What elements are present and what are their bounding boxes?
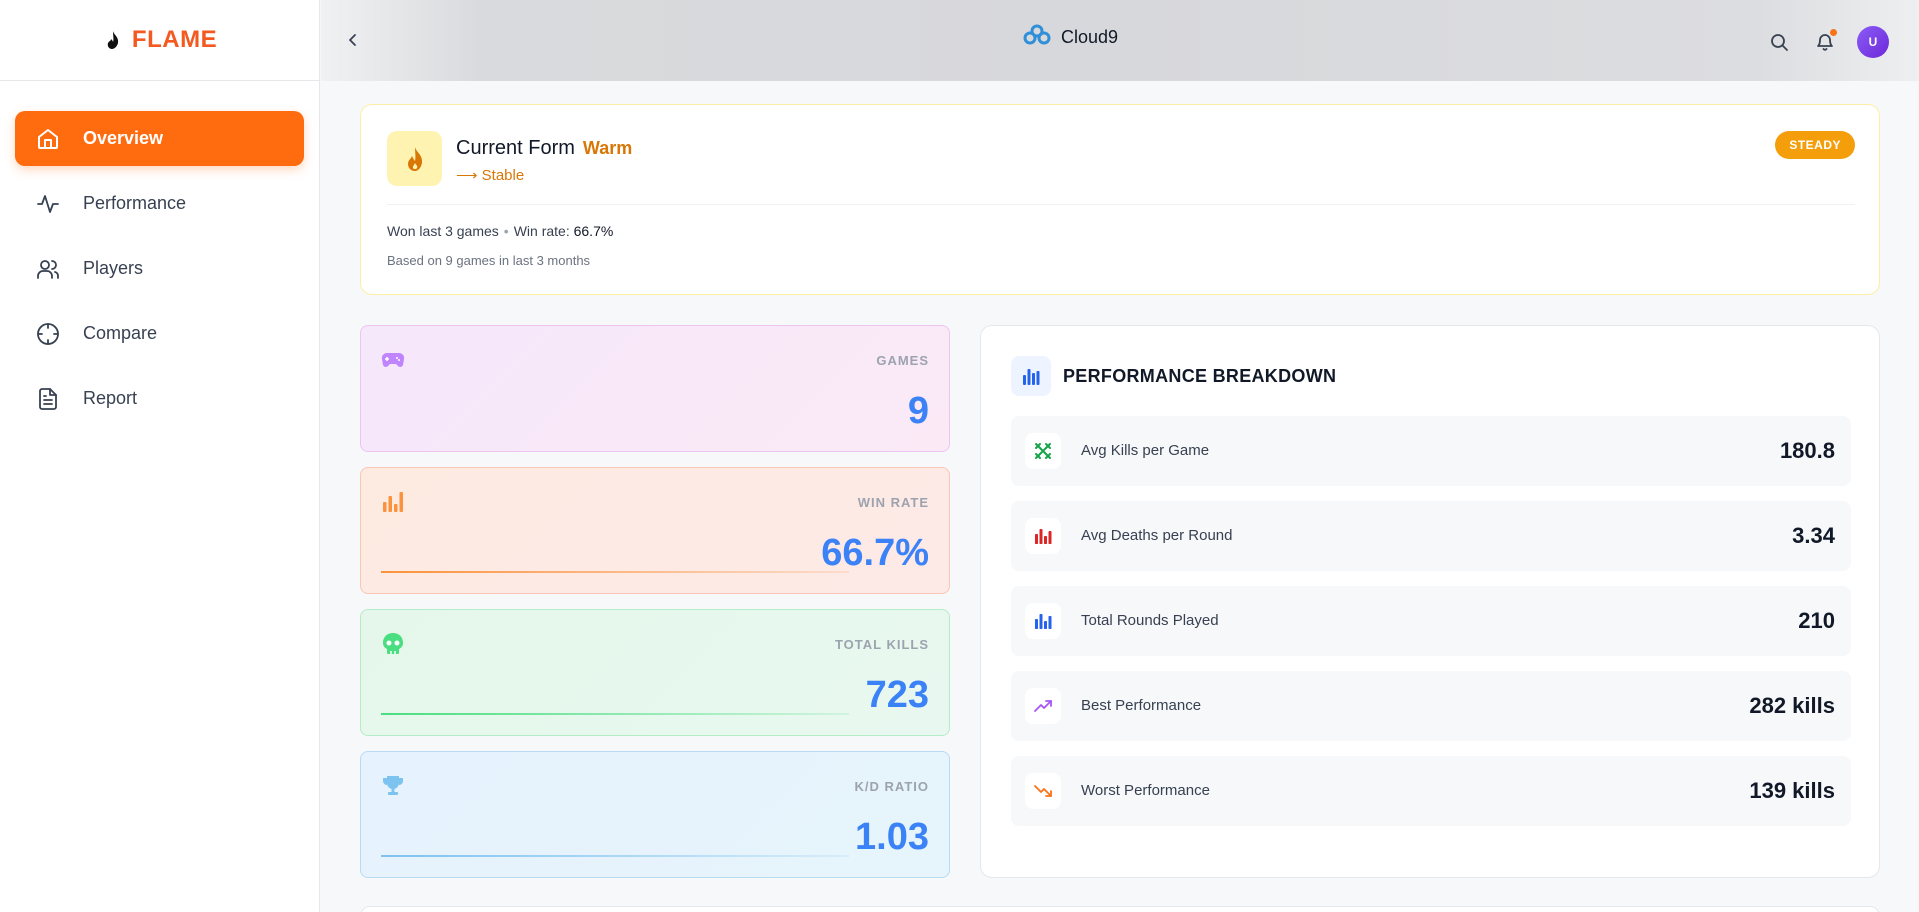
home-icon — [35, 126, 61, 152]
form-win-rate-value: 66.7% — [573, 223, 614, 239]
accent-line — [381, 855, 849, 857]
status-badge: STEADY — [1775, 131, 1855, 159]
breakdown-row-best-performance: Best Performance 282 kills — [1011, 671, 1851, 741]
stat-label: WIN RATE — [857, 495, 929, 510]
form-win-rate-label: Win rate: — [513, 223, 570, 239]
bar-chart-icon — [381, 490, 405, 514]
breakdown-label: Total Rounds Played — [1081, 612, 1219, 629]
bar-chart-icon — [1011, 356, 1051, 396]
bar-chart-icon — [1025, 603, 1061, 639]
breakdown-value: 139 kills — [1749, 778, 1835, 803]
brand-logo[interactable]: FLAME — [0, 0, 319, 81]
chevron-left-icon — [349, 34, 356, 46]
cloud9-logo-icon — [1021, 24, 1053, 51]
breakdown-row-avg-kills: Avg Kills per Game 180.8 — [1011, 416, 1851, 486]
sidebar: FLAME Overview Performance Players Compa… — [0, 0, 320, 912]
breakdown-row-worst-performance: Worst Performance 139 kills — [1011, 756, 1851, 826]
stat-card-total-kills: TOTAL KILLS 723 — [360, 609, 950, 736]
sidebar-item-label: Compare — [83, 323, 158, 343]
breakdown-value: 282 kills — [1749, 693, 1835, 718]
stat-value: 9 — [907, 390, 929, 432]
breakdown-value: 3.34 — [1792, 523, 1835, 548]
divider — [387, 204, 1855, 205]
activity-icon — [35, 191, 61, 217]
stat-card-games: GAMES 9 — [360, 325, 950, 452]
flame-icon — [102, 27, 124, 53]
breakdown-row-total-rounds: Total Rounds Played 210 — [1011, 586, 1851, 656]
sidebar-item-report[interactable]: Report — [15, 371, 304, 426]
stat-value: 66.7% — [821, 532, 929, 574]
form-trend: ⟶ Stable — [456, 167, 525, 184]
team-title: Cloud9 — [1021, 24, 1118, 51]
performance-breakdown-card: PERFORMANCE BREAKDOWN Avg Kills per Game… — [980, 325, 1880, 878]
trophy-icon — [381, 774, 405, 798]
form-title: Current Form Warm — [456, 137, 632, 160]
bar-chart-icon — [1025, 518, 1061, 554]
next-section-card — [360, 906, 1880, 912]
flame-icon — [387, 131, 442, 186]
top-header: Cloud9 U — [321, 0, 1919, 81]
brand-name: FLAME — [131, 26, 218, 53]
breakdown-label: Avg Deaths per Round — [1081, 527, 1233, 544]
search-icon — [1771, 34, 1788, 51]
notification-dot — [1830, 29, 1837, 36]
stat-value: 1.03 — [855, 816, 929, 858]
sidebar-nav: Overview Performance Players Compare Rep… — [0, 81, 319, 426]
form-title-text: Current Form — [456, 137, 575, 159]
sidebar-item-compare[interactable]: Compare — [15, 306, 304, 361]
stat-card-win-rate: WIN RATE 66.7% — [360, 467, 950, 594]
breakdown-label: Best Performance — [1081, 697, 1202, 714]
trending-up-icon — [1025, 688, 1061, 724]
header-actions: U — [1765, 26, 1889, 58]
crosshair-icon — [35, 321, 61, 347]
trending-down-icon — [1025, 773, 1061, 809]
skull-icon — [381, 632, 405, 656]
sidebar-item-performance[interactable]: Performance — [15, 176, 304, 231]
sidebar-item-players[interactable]: Players — [15, 241, 304, 296]
form-record: Won last 3 games — [387, 223, 499, 239]
stat-label: TOTAL KILLS — [834, 637, 929, 652]
stat-label: GAMES — [876, 353, 929, 368]
form-summary: Won last 3 games • Win rate: 66.7% — [387, 223, 613, 239]
breakdown-label: Worst Performance — [1081, 782, 1210, 799]
current-form-card: Current Form Warm ⟶ Stable STEADY Won las… — [360, 104, 1880, 295]
form-basis: Based on 9 games in last 3 months — [387, 253, 591, 268]
stat-label: K/D RATIO — [854, 779, 929, 794]
form-status: Warm — [582, 138, 633, 158]
separator-dot: • — [503, 223, 509, 239]
stat-card-kd-ratio: K/D RATIO 1.03 — [360, 751, 950, 878]
sidebar-item-label: Performance — [83, 193, 187, 213]
breakdown-header: PERFORMANCE BREAKDOWN — [1011, 356, 1336, 396]
gamepad-icon — [381, 348, 405, 372]
breakdown-row-avg-deaths: Avg Deaths per Round 3.34 — [1011, 501, 1851, 571]
bell-icon — [1817, 34, 1833, 51]
avatar[interactable]: U — [1857, 26, 1889, 58]
sidebar-item-overview[interactable]: Overview — [15, 111, 304, 166]
sidebar-item-label: Players — [83, 258, 144, 278]
search-button[interactable] — [1765, 28, 1793, 56]
breakdown-value: 210 — [1798, 608, 1835, 633]
team-name: Cloud9 — [1061, 27, 1119, 47]
breakdown-value: 180.8 — [1779, 438, 1835, 463]
sidebar-item-label: Overview — [83, 128, 164, 148]
users-icon — [35, 256, 61, 282]
notifications-button[interactable] — [1811, 28, 1839, 56]
accent-line — [381, 571, 849, 573]
breakdown-title: PERFORMANCE BREAKDOWN — [1063, 365, 1337, 386]
swords-icon — [1025, 433, 1061, 469]
document-icon — [35, 386, 61, 412]
stat-value: 723 — [865, 674, 929, 716]
breakdown-label: Avg Kills per Game — [1081, 442, 1210, 459]
sidebar-item-label: Report — [83, 388, 138, 408]
back-button[interactable] — [341, 28, 365, 52]
accent-line — [381, 713, 849, 715]
